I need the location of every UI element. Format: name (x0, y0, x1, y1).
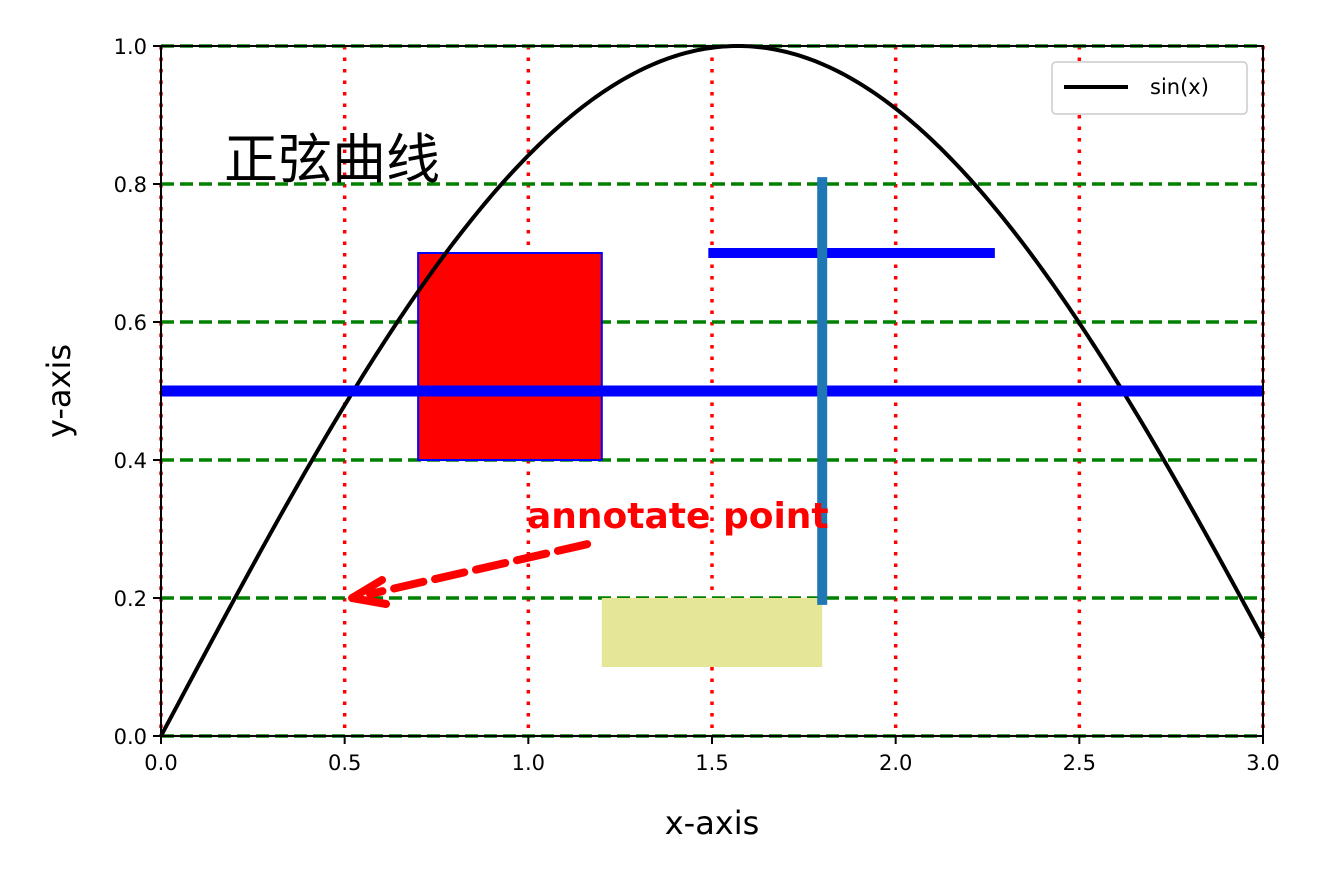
y-tick-label: 0.2 (114, 587, 147, 611)
x-tick-label: 0.5 (328, 751, 361, 775)
y-tick-label: 0.6 (114, 311, 147, 335)
yellow-span-rect (601, 598, 823, 667)
sine-curve (159, 43, 1265, 737)
annotation-arrow-head (348, 576, 391, 608)
x-tick-label: 2.0 (879, 751, 912, 775)
y-tick-label: 1.0 (114, 35, 147, 59)
x-tick-label: 3.0 (1246, 751, 1279, 775)
x-tick-label: 0.0 (144, 751, 177, 775)
legend-box (1051, 61, 1248, 115)
legend: sin(x) (1051, 61, 1248, 115)
y-axis-label: y-axis (40, 344, 78, 438)
annotation-text: annotate point (527, 496, 829, 537)
annotation-arrow-shaft (366, 540, 592, 598)
x-tick-label: 2.5 (1063, 751, 1096, 775)
y-tick-label: 0.4 (114, 449, 147, 473)
legend-label: sin(x) (1150, 75, 1209, 99)
red-rectangle (417, 252, 603, 461)
y-tick-label: 0.8 (114, 173, 147, 197)
x-tick-label: 1.0 (512, 751, 545, 775)
x-axis-label: x-axis (665, 804, 760, 842)
y-tick-label: 0.0 (114, 725, 147, 749)
x-tick-label: 1.5 (695, 751, 728, 775)
chinese-title-label: 正弦曲线 (224, 128, 440, 191)
